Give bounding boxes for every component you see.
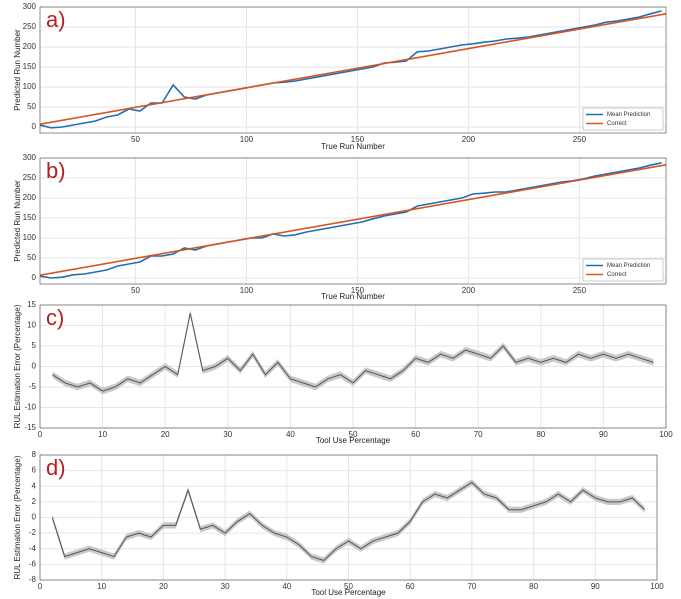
panel-label: d)	[46, 455, 66, 480]
x-axis-label: True Run Number	[321, 292, 385, 301]
x-tick-label: 40	[286, 430, 295, 439]
legend-label: Mean Prediction	[607, 112, 650, 118]
y-tick-label: 0	[32, 122, 37, 131]
x-tick-label: 70	[474, 430, 483, 439]
y-tick-label: 100	[23, 82, 37, 91]
x-tick-label: 50	[131, 286, 140, 295]
y-tick-label: 250	[23, 22, 37, 31]
x-tick-label: 30	[221, 582, 230, 591]
legend-label: Correct	[607, 121, 627, 127]
x-tick-label: 80	[536, 430, 545, 439]
y-tick-label: 100	[23, 233, 37, 242]
x-tick-label: 150	[351, 135, 365, 144]
y-tick-label: 300	[23, 153, 37, 162]
y-tick-label: -2	[29, 528, 37, 537]
x-tick-label: 250	[573, 135, 587, 144]
legend-label: Mean Prediction	[607, 263, 650, 269]
x-tick-label: 70	[467, 582, 476, 591]
series-line	[40, 164, 666, 276]
series-line	[40, 10, 662, 129]
x-tick-label: 50	[344, 582, 353, 591]
x-tick-label: 60	[411, 430, 420, 439]
plot-area	[40, 158, 666, 284]
y-tick-label: 10	[27, 321, 36, 330]
y-tick-label: 4	[32, 481, 37, 490]
y-tick-label: 0	[32, 362, 37, 371]
x-axis-label: Tool Use Percentage	[311, 588, 386, 597]
y-tick-label: 15	[27, 300, 36, 309]
y-tick-label: 250	[23, 173, 37, 182]
y-tick-label: 8	[32, 450, 37, 459]
x-tick-label: 20	[159, 582, 168, 591]
legend-label: Correct	[607, 272, 627, 278]
y-tick-label: -5	[29, 382, 37, 391]
y-tick-label: 6	[32, 466, 37, 475]
legend-box	[582, 258, 664, 282]
y-tick-label: 300	[23, 2, 37, 11]
y-tick-label: 150	[23, 62, 37, 71]
y-tick-label: 5	[32, 341, 37, 350]
series-line	[51, 481, 646, 562]
x-tick-label: 150	[351, 286, 365, 295]
panel-label: a)	[46, 7, 66, 32]
x-tick-label: 50	[349, 430, 358, 439]
x-tick-label: 100	[240, 286, 254, 295]
x-tick-label: 100	[240, 135, 254, 144]
y-tick-label: 200	[23, 193, 37, 202]
y-tick-label: 50	[27, 253, 36, 262]
x-tick-label: 200	[462, 135, 476, 144]
series-line	[52, 313, 654, 392]
x-tick-label: 10	[97, 582, 106, 591]
series-line	[40, 13, 666, 125]
x-tick-label: 80	[529, 582, 538, 591]
x-tick-label: 60	[406, 582, 415, 591]
x-axis-label: Tool Use Percentage	[316, 436, 391, 445]
x-tick-label: 40	[282, 582, 291, 591]
panel-label: b)	[46, 158, 66, 183]
axes-box	[39, 6, 667, 134]
y-tick-label: -4	[29, 544, 37, 553]
axes-box	[39, 454, 658, 581]
x-tick-label: 90	[591, 582, 600, 591]
y-tick-label: -8	[29, 575, 37, 584]
y-tick-label: 50	[27, 102, 36, 111]
error-band	[52, 309, 654, 395]
x-tick-label: 10	[98, 430, 107, 439]
error-band	[52, 479, 645, 564]
y-axis-label: RUL Estimation Error (Percentage)	[13, 304, 22, 428]
y-tick-label: -15	[24, 423, 36, 432]
y-tick-label: -10	[24, 403, 36, 412]
y-tick-label: 150	[23, 213, 37, 222]
panel-label: c)	[46, 305, 64, 330]
legend-box	[582, 107, 664, 131]
y-tick-label: 0	[32, 513, 37, 522]
x-tick-label: 250	[573, 286, 587, 295]
axes-box	[39, 304, 667, 429]
x-tick-label: 50	[131, 135, 140, 144]
x-tick-label: 20	[161, 430, 170, 439]
x-tick-label: 0	[38, 430, 43, 439]
x-tick-label: 90	[599, 430, 608, 439]
x-tick-label: 100	[659, 430, 673, 439]
y-axis-label: RUL Estimation Error (Percentage)	[13, 455, 22, 579]
y-tick-label: 2	[32, 497, 37, 506]
series-line	[40, 162, 662, 279]
y-tick-label: 200	[23, 42, 37, 51]
x-tick-label: 200	[462, 286, 476, 295]
y-axis-label: Predicted Run Number	[13, 180, 22, 262]
y-axis-label: Predicted Run Number	[13, 29, 22, 111]
x-tick-label: 30	[223, 430, 232, 439]
y-tick-label: 0	[32, 273, 37, 282]
y-tick-label: -6	[29, 559, 37, 568]
x-tick-label: 100	[650, 582, 664, 591]
x-axis-label: True Run Number	[321, 142, 385, 151]
axes-box	[39, 157, 667, 285]
x-tick-label: 0	[38, 582, 43, 591]
